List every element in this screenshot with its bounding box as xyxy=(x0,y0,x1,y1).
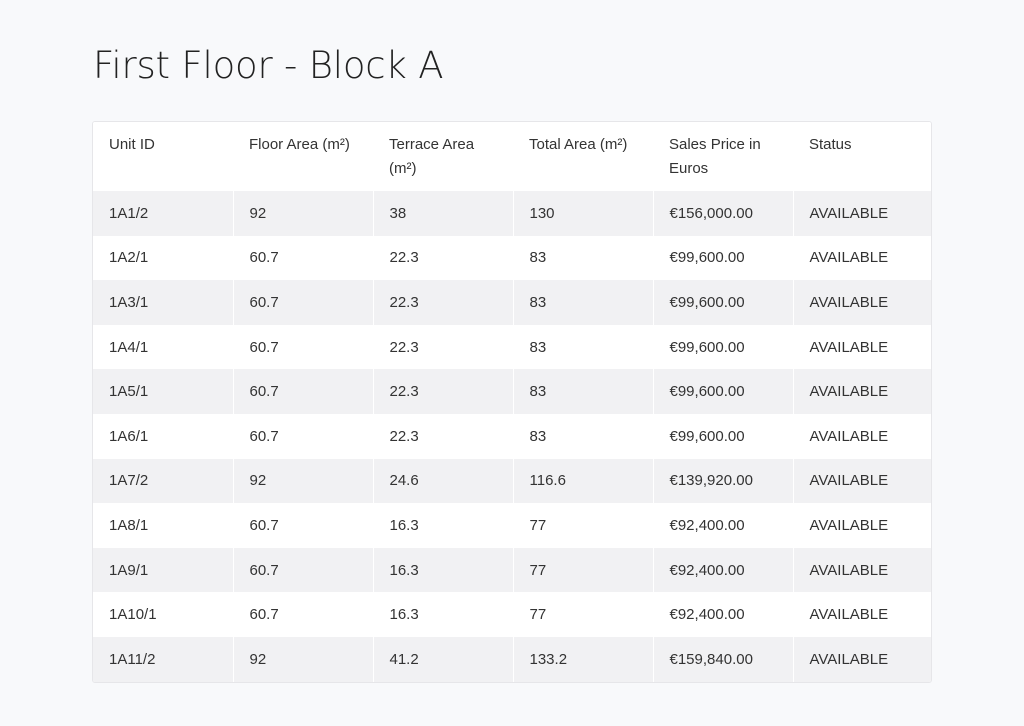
floor-area-cell: 60.7 xyxy=(232,280,373,325)
terrace-area-cell: 16.3 xyxy=(372,547,513,593)
table-row: 1A1/2 92 38 130 €156,000.00 AVAILABLE xyxy=(93,191,931,236)
terrace-area-cell: 22.3 xyxy=(372,369,513,414)
status-cell: AVAILABLE xyxy=(792,413,931,459)
floor-area-cell: 92 xyxy=(232,458,373,504)
floor-area-cell: 60.7 xyxy=(232,547,373,593)
terrace-area-cell: 22.3 xyxy=(372,235,513,281)
total-area-cell: 83 xyxy=(512,280,653,325)
total-area-cell: 77 xyxy=(512,503,653,548)
terrace-area-cell: 16.3 xyxy=(372,503,513,548)
sales-price-cell: €156,000.00 xyxy=(652,191,793,236)
sales-price-cell: €92,400.00 xyxy=(652,592,793,637)
sales-price-cell: €159,840.00 xyxy=(652,636,793,682)
sales-price-cell: €99,600.00 xyxy=(652,369,793,414)
terrace-area-cell: 16.3 xyxy=(372,592,513,637)
floor-area-cell: 60.7 xyxy=(232,324,373,370)
page-title: First Floor - Block A xyxy=(93,44,444,87)
terrace-area-cell: 38 xyxy=(372,191,513,236)
sales-price-cell: €99,600.00 xyxy=(652,413,793,459)
total-area-cell: 83 xyxy=(512,413,653,459)
units-table-container: Unit ID Floor Area (m²) Terrace Area (m²… xyxy=(92,121,932,683)
status-cell: AVAILABLE xyxy=(792,324,931,370)
total-area-cell: 133.2 xyxy=(512,636,653,682)
floor-area-cell: 60.7 xyxy=(232,592,373,637)
unit-id-cell: 1A6/1 xyxy=(93,413,233,459)
total-area-cell: 130 xyxy=(512,191,653,236)
table-row: 1A6/1 60.7 22.3 83 €99,600.00 AVAILABLE xyxy=(93,413,931,459)
terrace-area-cell: 41.2 xyxy=(372,636,513,682)
total-area-cell: 83 xyxy=(512,235,653,281)
sales-price-cell: €99,600.00 xyxy=(652,235,793,281)
column-header-status: Status xyxy=(809,136,852,153)
table-header: Unit ID Floor Area (m²) Terrace Area (m²… xyxy=(93,122,931,191)
sales-price-cell: €92,400.00 xyxy=(652,547,793,593)
status-cell: AVAILABLE xyxy=(792,280,931,325)
unit-id-cell: 1A11/2 xyxy=(93,636,233,682)
total-area-cell: 77 xyxy=(512,547,653,593)
sales-price-cell: €92,400.00 xyxy=(652,503,793,548)
floor-area-cell: 60.7 xyxy=(232,369,373,414)
column-header-sales-price: Sales Price in Euros xyxy=(669,136,761,177)
total-area-cell: 83 xyxy=(512,324,653,370)
status-cell: AVAILABLE xyxy=(792,503,931,548)
table-row: 1A8/1 60.7 16.3 77 €92,400.00 AVAILABLE xyxy=(93,503,931,548)
total-area-cell: 116.6 xyxy=(512,458,653,504)
column-header-total-area: Total Area (m²) xyxy=(529,136,628,153)
column-header-floor-area: Floor Area (m²) xyxy=(249,136,350,153)
unit-id-cell: 1A3/1 xyxy=(93,280,233,325)
unit-id-cell: 1A2/1 xyxy=(93,235,233,281)
terrace-area-cell: 22.3 xyxy=(372,413,513,459)
table-row: 1A5/1 60.7 22.3 83 €99,600.00 AVAILABLE xyxy=(93,369,931,414)
header-row: Unit ID Floor Area (m²) Terrace Area (m²… xyxy=(93,122,931,191)
unit-id-cell: 1A5/1 xyxy=(93,369,233,414)
status-cell: AVAILABLE xyxy=(792,235,931,281)
floor-area-cell: 92 xyxy=(232,191,373,236)
status-cell: AVAILABLE xyxy=(792,369,931,414)
floor-area-cell: 92 xyxy=(232,636,373,682)
terrace-area-cell: 24.6 xyxy=(372,458,513,504)
terrace-area-cell: 22.3 xyxy=(372,324,513,370)
unit-id-cell: 1A9/1 xyxy=(93,547,233,593)
table-row: 1A3/1 60.7 22.3 83 €99,600.00 AVAILABLE xyxy=(93,280,931,325)
column-header-unit-id: Unit ID xyxy=(109,136,155,153)
column-header-terrace-area: Terrace Area (m²) xyxy=(389,136,475,177)
table-body: 1A1/2 92 38 130 €156,000.00 AVAILABLE 1A2/1 60.… xyxy=(93,191,931,682)
status-cell: AVAILABLE xyxy=(792,458,931,504)
total-area-cell: 83 xyxy=(512,369,653,414)
status-cell: AVAILABLE xyxy=(792,547,931,593)
unit-id-cell: 1A7/2 xyxy=(93,458,233,504)
sales-price-cell: €99,600.00 xyxy=(652,280,793,325)
units-table: Unit ID Floor Area (m²) Terrace Area (m²… xyxy=(93,122,931,682)
table-row: 1A10/1 60.7 16.3 77 €92,400.00 AVAILABLE xyxy=(93,592,931,637)
table-row: 1A7/2 92 24.6 116.6 €139,920.00 AVAILABLE xyxy=(93,458,931,504)
unit-id-cell: 1A4/1 xyxy=(93,324,233,370)
status-cell: AVAILABLE xyxy=(792,592,931,637)
floor-area-cell: 60.7 xyxy=(232,413,373,459)
unit-id-cell: 1A10/1 xyxy=(93,592,233,637)
table-row: 1A11/2 92 41.2 133.2 €159,840.00 AVAILABLE xyxy=(93,636,931,682)
status-cell: AVAILABLE xyxy=(792,191,931,236)
sales-price-cell: €139,920.00 xyxy=(652,458,793,504)
total-area-cell: 77 xyxy=(512,592,653,637)
table-row: 1A9/1 60.7 16.3 77 €92,400.00 AVAILABLE xyxy=(93,547,931,593)
terrace-area-cell: 22.3 xyxy=(372,280,513,325)
floor-area-cell: 60.7 xyxy=(232,235,373,281)
status-cell: AVAILABLE xyxy=(792,636,931,682)
floor-area-cell: 60.7 xyxy=(232,503,373,548)
sales-price-cell: €99,600.00 xyxy=(652,324,793,370)
unit-id-cell: 1A8/1 xyxy=(93,503,233,548)
table-row: 1A2/1 60.7 22.3 83 €99,600.00 AVAILABLE xyxy=(93,235,931,281)
unit-id-cell: 1A1/2 xyxy=(93,191,233,236)
table-row: 1A4/1 60.7 22.3 83 €99,600.00 AVAILABLE xyxy=(93,324,931,370)
